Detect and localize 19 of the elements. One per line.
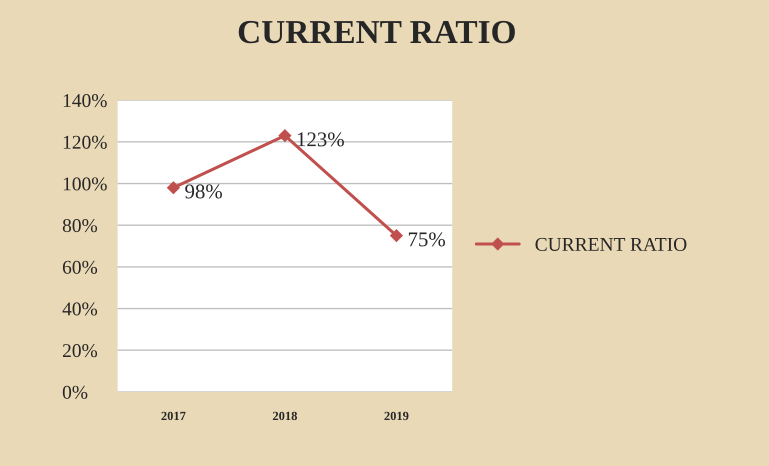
y-tick-label: 100%	[64, 177, 107, 191]
data-label: 123%	[298, 132, 344, 146]
point	[166, 181, 180, 194]
y-tick-label: 80%	[62, 219, 98, 232]
chart-title: CURRENT RATIO	[238, 20, 515, 44]
y-tick-label: 20%	[62, 344, 98, 358]
data-label: 98%	[185, 184, 222, 199]
data-label: 75%	[408, 232, 446, 246]
point	[390, 229, 403, 242]
x-tick-label: 2019	[384, 412, 408, 420]
y-tick-label: 0%	[62, 386, 88, 399]
y-tick-label: 60%	[62, 260, 98, 274]
x-tick-label: 2017	[161, 412, 186, 420]
legend-label: CURRENT RATIO	[535, 238, 686, 251]
y-tick-label: 140%	[64, 94, 107, 108]
x-tick-label: 2018	[272, 412, 297, 420]
y-tick-label: 40%	[62, 302, 98, 316]
point	[278, 129, 292, 142]
y-tick-label: 120%	[64, 136, 107, 149]
